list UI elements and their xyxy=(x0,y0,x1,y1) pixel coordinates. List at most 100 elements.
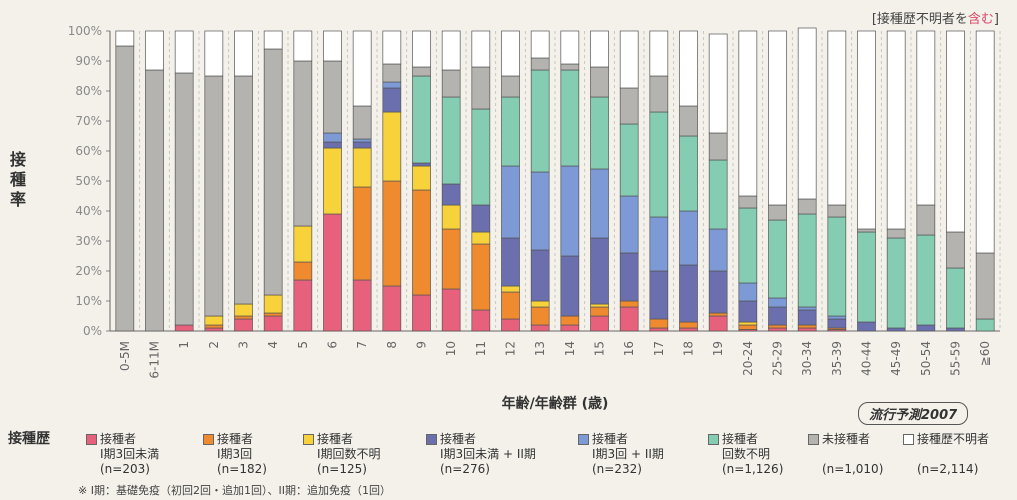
legend-swatch xyxy=(708,434,719,445)
bar-segment xyxy=(590,306,609,317)
bar-segment xyxy=(323,132,342,143)
bar-segment xyxy=(293,60,313,227)
bar-segment xyxy=(857,321,876,332)
bar-segment xyxy=(412,66,431,77)
bar-segment xyxy=(234,303,253,317)
bar-segment xyxy=(590,237,609,305)
bar-segment xyxy=(886,228,906,239)
bar-segment xyxy=(649,327,669,332)
bar-segment xyxy=(263,315,283,332)
bar-segment xyxy=(174,72,194,326)
bar-segment xyxy=(530,30,550,59)
bar-segment xyxy=(916,204,936,236)
bar-segment xyxy=(471,309,491,332)
bar-segment xyxy=(471,108,491,206)
legend-sublabel: I期3回 xyxy=(217,447,253,461)
bar-segment xyxy=(827,315,847,320)
x-tick-label: 20-24 xyxy=(741,341,755,376)
bar-segment xyxy=(530,249,550,302)
bar-segment xyxy=(590,315,609,332)
bar-segment xyxy=(679,135,698,212)
bar-segment xyxy=(857,231,876,323)
legend-swatch xyxy=(808,434,819,445)
legend-label: 接種者 xyxy=(440,432,477,446)
bar-segment xyxy=(649,270,669,320)
bar-segment xyxy=(263,312,283,317)
bar-segment xyxy=(382,63,402,83)
bar-segment xyxy=(590,168,609,239)
bar-segment xyxy=(797,324,817,329)
legend-sublabel: I期3回 + II期 xyxy=(592,447,664,461)
bar-segment xyxy=(619,300,639,308)
bar-segment xyxy=(145,69,164,332)
bar-segment xyxy=(471,243,491,311)
bar-segment xyxy=(263,30,283,50)
bar-segment xyxy=(738,195,758,209)
bar-segment xyxy=(145,30,164,71)
bar-segment xyxy=(352,138,372,143)
bar-segment xyxy=(768,30,787,206)
bar-segment xyxy=(560,30,580,65)
legend-item: 接種者 I期3回未満 (n=203) xyxy=(86,430,159,477)
bar-segment xyxy=(708,228,728,272)
bar-segment xyxy=(530,300,550,308)
x-tick-label: 5 xyxy=(296,341,310,349)
bar-segment xyxy=(530,69,550,173)
x-tick-label: 9 xyxy=(415,341,429,349)
bar-segment xyxy=(590,30,609,68)
legend-swatch xyxy=(426,434,437,445)
bar-segment xyxy=(441,228,461,290)
bar-segment xyxy=(441,183,461,206)
x-tick-label: 13 xyxy=(533,341,547,356)
bar-segment xyxy=(738,324,758,330)
bar-segment xyxy=(352,141,372,149)
legend-label: 未接種者 xyxy=(822,432,871,446)
bar-segment xyxy=(738,207,758,284)
bar-segment xyxy=(530,306,550,326)
bar-segment xyxy=(204,324,224,329)
legend-count: (n=203) xyxy=(100,462,150,476)
legend-sublabel: I期回数不明 xyxy=(317,447,381,461)
bar-segment xyxy=(560,69,580,167)
bar-segment xyxy=(649,30,669,77)
legend-item: 接種者 回数不明 (n=1,126) xyxy=(708,430,783,477)
bar-segment xyxy=(323,213,342,332)
x-tick-label: 18 xyxy=(682,341,696,356)
bar-segment xyxy=(708,312,728,317)
legend-count: (n=182) xyxy=(217,462,267,476)
bar-segment xyxy=(412,162,431,167)
x-tick-label: 6-11M xyxy=(148,341,162,379)
bar-segment xyxy=(352,147,372,188)
x-tick-label: 0-5M xyxy=(118,341,132,371)
y-tick-label: 100% xyxy=(68,24,102,38)
bar-segment xyxy=(916,30,936,206)
legend-count: (n=125) xyxy=(317,462,367,476)
legend-label: 接種者 xyxy=(317,432,354,446)
x-tick-label: 8 xyxy=(385,341,399,349)
bar-segment xyxy=(886,30,906,230)
bar-segment xyxy=(857,228,876,233)
legend-title: 接種歴 xyxy=(8,431,50,447)
bar-segment xyxy=(679,30,698,107)
y-tick-label: 60% xyxy=(75,144,102,158)
bar-segment xyxy=(649,111,669,218)
bar-segment xyxy=(441,204,461,230)
bar-segment xyxy=(530,57,550,71)
bar-segment xyxy=(323,60,342,134)
bar-segment xyxy=(471,231,491,245)
bar-segment xyxy=(471,204,491,233)
bar-segment xyxy=(975,252,995,320)
bar-segment xyxy=(560,255,580,317)
x-tick-label: 35-39 xyxy=(830,341,844,376)
bar-segment xyxy=(204,327,224,332)
bar-segment xyxy=(946,267,965,329)
x-tick-label: 12 xyxy=(504,341,518,356)
y-tick-label: 80% xyxy=(75,84,102,98)
y-axis-label: 接種率 xyxy=(9,150,26,209)
bar-segment xyxy=(946,231,965,269)
bar-segment xyxy=(530,171,550,251)
y-tick-label: 50% xyxy=(75,174,102,188)
bar-segment xyxy=(619,195,639,254)
bar-segment xyxy=(857,30,876,230)
x-tick-label: 2 xyxy=(207,341,221,349)
